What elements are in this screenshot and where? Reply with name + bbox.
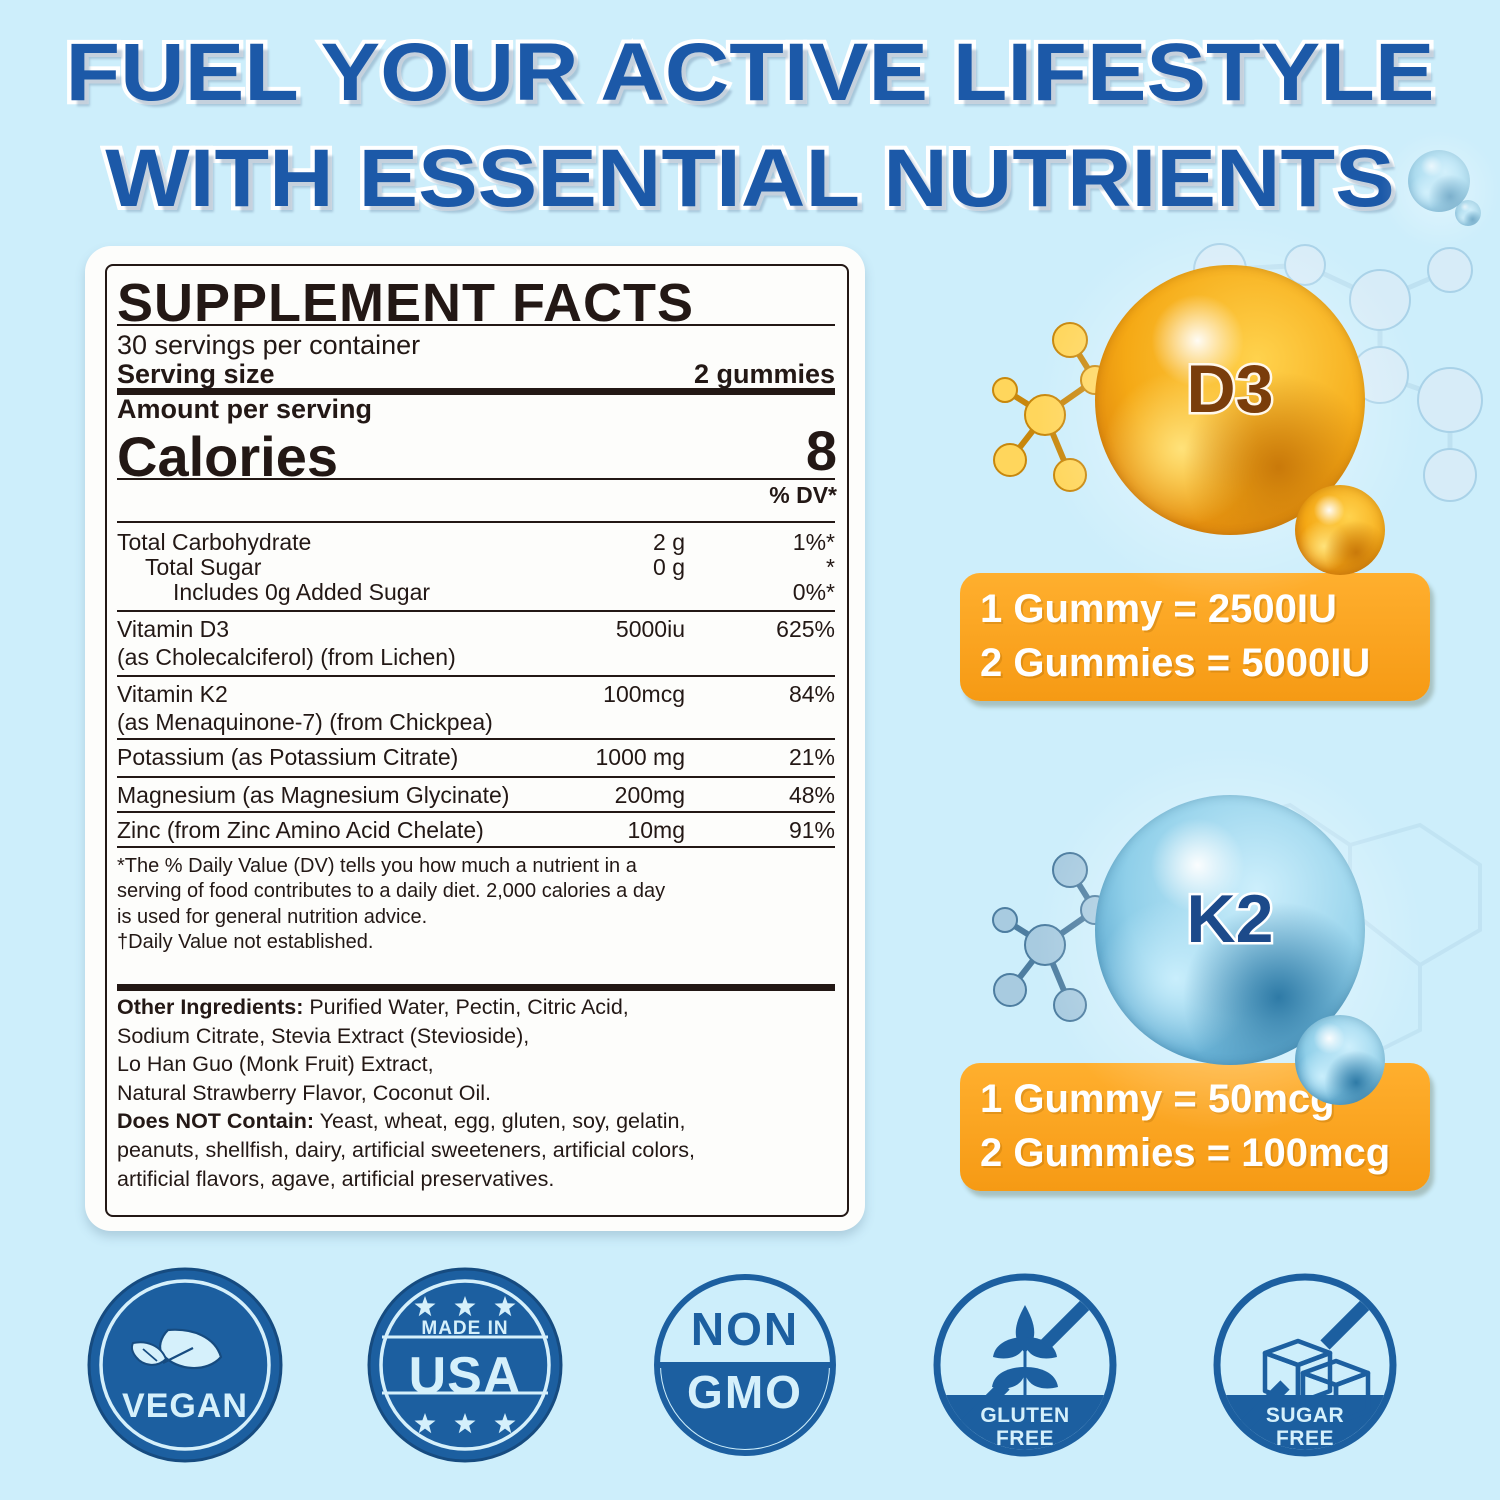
svg-text:NON: NON xyxy=(691,1303,799,1355)
svg-text:MADE IN: MADE IN xyxy=(421,1318,508,1339)
svg-text:USA: USA xyxy=(409,1347,522,1405)
svg-text:GMO: GMO xyxy=(687,1366,803,1418)
svg-text:FREE: FREE xyxy=(996,1427,1054,1450)
svg-text:FREE: FREE xyxy=(1276,1427,1334,1450)
svg-text:GLUTEN: GLUTEN xyxy=(980,1404,1069,1427)
svg-text:VEGAN: VEGAN xyxy=(122,1387,248,1425)
svg-text:SUGAR: SUGAR xyxy=(1266,1404,1344,1427)
